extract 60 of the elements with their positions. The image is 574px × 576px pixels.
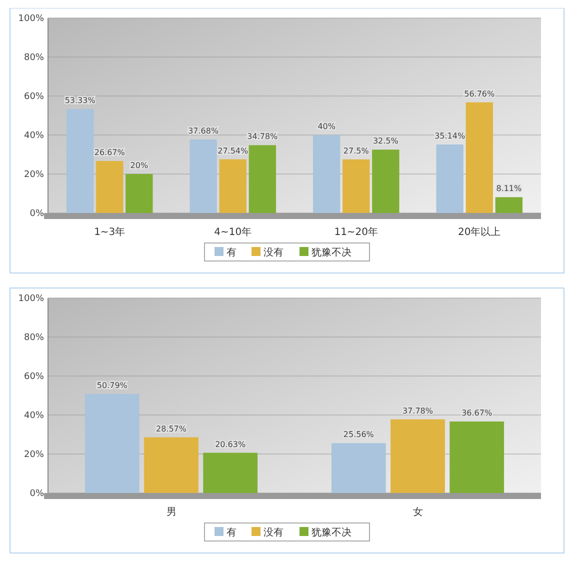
data-label: 20.63%	[215, 440, 246, 449]
bar	[436, 144, 464, 213]
data-label: 32.5%	[372, 136, 399, 146]
bar	[466, 102, 493, 213]
bar	[144, 437, 198, 493]
y-tick-label: 100%	[18, 14, 44, 24]
data-label: 27.5%	[343, 146, 370, 156]
y-tick-label: 80%	[24, 333, 44, 344]
data-label: 35.14%	[434, 131, 466, 140]
data-label: 37.78%	[402, 406, 434, 416]
bar	[96, 160, 124, 213]
legend-label: 有	[226, 246, 236, 258]
bar	[450, 421, 504, 493]
data-label: 34.78%	[247, 132, 278, 142]
bar	[248, 145, 276, 213]
y-tick-label: 20%	[24, 170, 44, 180]
x-tick-label: 男	[166, 507, 176, 518]
data-label: 36.67%	[462, 408, 492, 418]
bar	[126, 174, 153, 213]
legend-label: 没有	[264, 246, 284, 258]
x-tick-label: 女	[412, 506, 423, 518]
bar	[495, 197, 523, 213]
y-tick-label: 20%	[24, 450, 44, 460]
data-label: 40%	[318, 122, 336, 131]
data-label: 53.33%	[64, 96, 96, 106]
data-label: 28.57%	[156, 424, 187, 434]
bar	[84, 394, 140, 493]
bar	[312, 135, 340, 213]
y-tick-label: 60%	[24, 92, 44, 102]
y-tick-label: 80%	[24, 53, 44, 64]
data-label: 25.56%	[343, 430, 374, 440]
data-label: 50.79%	[96, 380, 128, 390]
bar	[342, 159, 370, 213]
y-tick-label: 40%	[24, 411, 44, 422]
bar	[372, 150, 400, 213]
bar	[331, 443, 386, 493]
y-tick-label: 0%	[30, 209, 44, 220]
x-tick-label: 20年以上	[458, 226, 501, 238]
x-tick-label: 1~3年	[94, 226, 126, 238]
data-label: 8.11%	[496, 184, 522, 194]
data-label: 27.54%	[218, 146, 249, 156]
y-tick-label: 60%	[24, 372, 44, 382]
bar	[219, 159, 246, 213]
bar	[390, 419, 445, 493]
data-label: 26.67%	[94, 148, 126, 157]
y-tick-label: 100%	[18, 294, 44, 304]
data-label: 37.68%	[188, 126, 219, 136]
data-label: 56.76%	[464, 89, 496, 98]
legend-label: 犹豫不决	[312, 526, 352, 538]
legend-label: 犹豫不决	[312, 246, 352, 258]
bar	[203, 452, 258, 493]
x-tick-label: 11~20年	[334, 226, 378, 238]
bar	[66, 109, 94, 213]
y-tick-label: 0%	[30, 489, 44, 500]
x-tick-label: 4~10年	[214, 226, 252, 238]
legend-label: 没有	[264, 526, 284, 538]
bar	[190, 140, 217, 213]
data-label: 20%	[130, 161, 148, 170]
legend-label: 有	[226, 526, 236, 538]
y-tick-label: 40%	[24, 131, 44, 142]
